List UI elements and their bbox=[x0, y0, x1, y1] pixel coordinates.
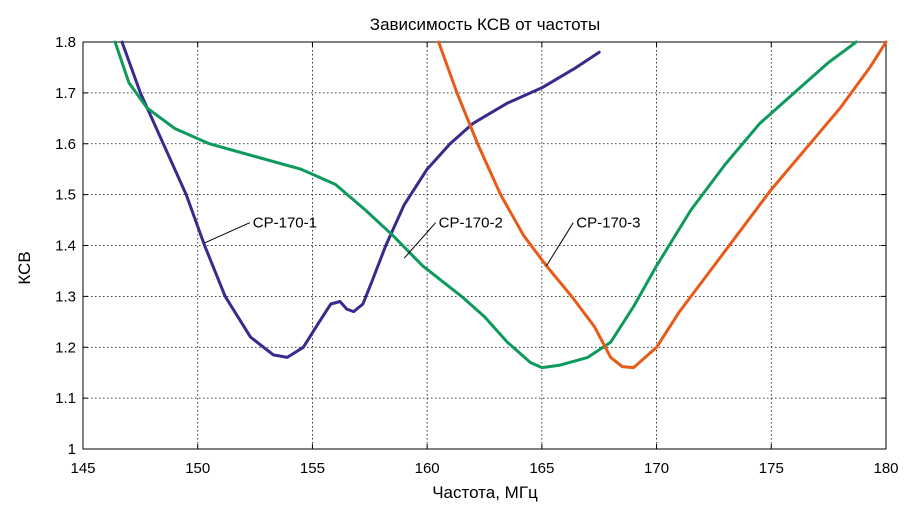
annotation-leader bbox=[546, 222, 574, 267]
annotation-label: СР-170-3 bbox=[576, 215, 640, 232]
grid bbox=[83, 42, 886, 449]
y-tick-label: 1.6 bbox=[55, 136, 76, 153]
y-axis-label: КСВ bbox=[15, 251, 34, 284]
x-tick-label: 165 bbox=[529, 460, 554, 477]
y-tick-label: 1.5 bbox=[55, 187, 76, 204]
y-tick-label: 1.2 bbox=[55, 339, 76, 356]
annotations: СР-170-1 СР-170-2 СР-170-3 bbox=[204, 215, 640, 267]
annotation-label: СР-170-2 bbox=[439, 215, 503, 232]
x-tick-label: 180 bbox=[873, 460, 898, 477]
x-tick-label: 160 bbox=[415, 460, 440, 477]
annotation-label: СР-170-1 bbox=[253, 215, 317, 232]
chart-title: Зависимость КСВ от частоты bbox=[370, 15, 600, 34]
y-tick-labels: 1 1.1 1.2 1.3 1.4 1.5 1.6 1.7 1.8 bbox=[55, 34, 76, 458]
x-tick-label: 175 bbox=[759, 460, 784, 477]
x-tick-label: 145 bbox=[70, 460, 95, 477]
y-tick-label: 1 bbox=[68, 441, 76, 458]
tick-marks bbox=[82, 41, 887, 450]
series-lines bbox=[113, 40, 888, 370]
x-axis-label: Частота, МГц bbox=[432, 483, 538, 502]
annotation-leader bbox=[204, 222, 250, 244]
series-line bbox=[437, 40, 888, 370]
y-tick-label: 1.4 bbox=[55, 238, 76, 255]
x-tick-labels: 145 150 155 160 165 170 175 180 bbox=[70, 460, 898, 477]
x-tick-label: 155 bbox=[300, 460, 325, 477]
annotation-leader bbox=[403, 222, 436, 259]
y-tick-label: 1.1 bbox=[55, 390, 76, 407]
series-line bbox=[113, 40, 858, 370]
x-tick-label: 170 bbox=[644, 460, 669, 477]
y-tick-label: 1.8 bbox=[55, 34, 76, 51]
y-tick-label: 1.3 bbox=[55, 288, 76, 305]
y-tick-label: 1.7 bbox=[55, 85, 76, 102]
series-line bbox=[120, 40, 601, 359]
x-tick-label: 150 bbox=[185, 460, 210, 477]
